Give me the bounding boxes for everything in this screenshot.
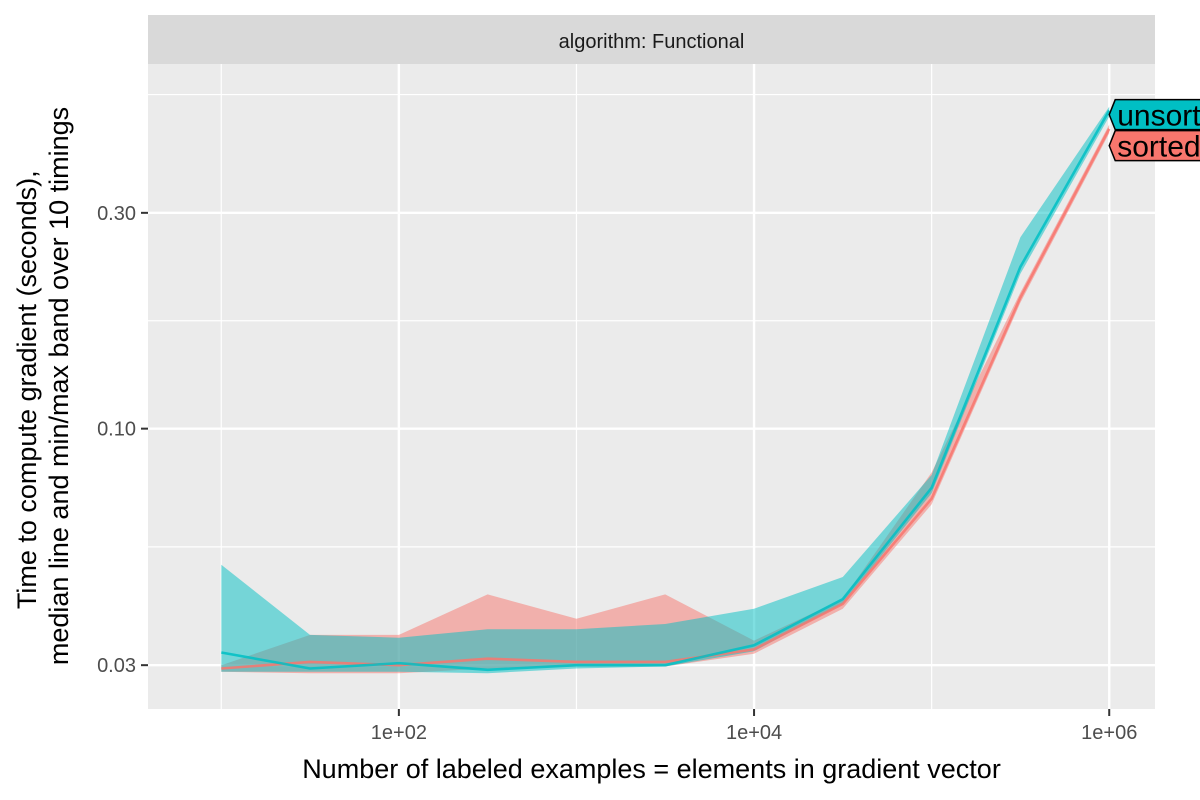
series-lines (221, 109, 1111, 672)
x-tick-label: 1e+06 (1081, 722, 1137, 744)
direct-label-text: unsorted (1117, 100, 1200, 133)
direct-label-text: sorted (1117, 131, 1200, 164)
series-bands (221, 106, 1110, 674)
series-direct-labels: unsortedsorted (1108, 98, 1200, 164)
direct-label-box (1108, 129, 1200, 162)
direct-label-unsorted: unsorted (1108, 98, 1200, 133)
median-line-unsorted (221, 109, 1111, 672)
y-tick-label: 0.30 (97, 203, 136, 225)
facet-strip-label: algorithm: Functional (559, 31, 745, 53)
x-axis: 1e+02 1e+04 1e+06 (371, 709, 1137, 744)
y-axis-title-line-1: Time to compute gradient (seconds), (12, 170, 42, 609)
y-axis-title: Time to compute gradient (seconds), medi… (12, 107, 74, 665)
direct-label-box (1108, 98, 1200, 131)
x-axis-title: Number of labeled examples = elements in… (302, 754, 1001, 784)
band-unsorted (221, 106, 1110, 674)
x-tick-label: 1e+04 (726, 722, 782, 744)
y-axis-title-line-2: median line and min/max band over 10 tim… (44, 107, 74, 665)
x-tick-label: 1e+02 (371, 722, 427, 744)
facet-strip (148, 15, 1155, 64)
grid-minor (148, 64, 1155, 709)
direct-label-sorted: sorted (1108, 129, 1200, 164)
y-tick-label: 0.03 (97, 655, 136, 677)
y-axis: 0.03 0.10 0.30 (97, 203, 148, 677)
y-tick-label: 0.10 (97, 419, 136, 441)
